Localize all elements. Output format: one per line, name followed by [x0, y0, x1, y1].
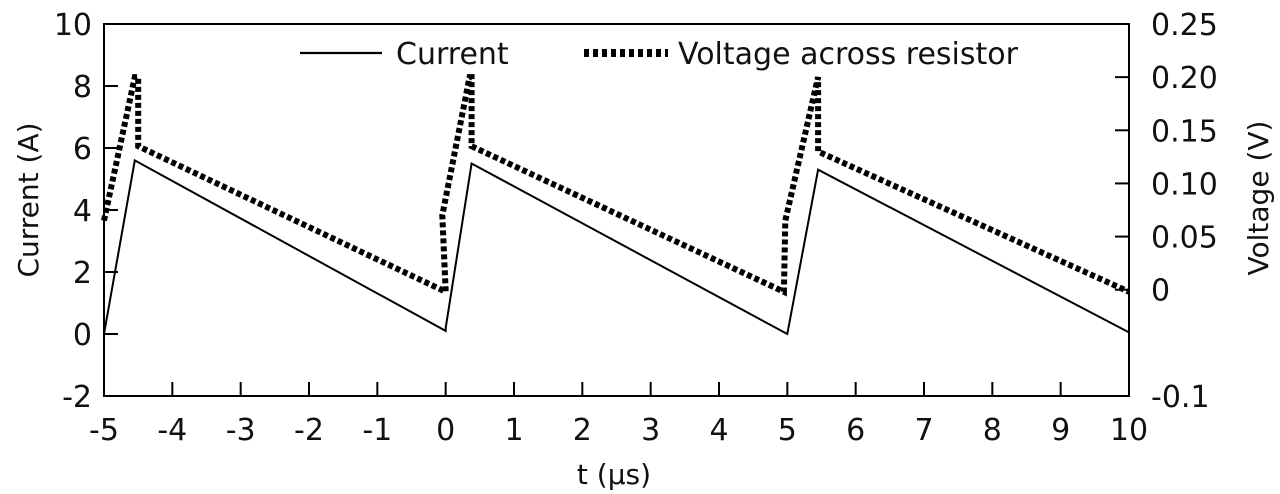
plot-frame: [103, 23, 1130, 397]
y-right-tick-label: 0.25: [1151, 8, 1218, 43]
y-left-tick-label: 4: [73, 194, 92, 229]
x-tick-label: -5: [89, 413, 119, 448]
y-left-tick-label: 8: [73, 70, 92, 105]
y-left-tick-label: 10: [54, 8, 92, 43]
x-axis-title: t (μs): [577, 458, 651, 491]
legend-label-voltage: Voltage across resistor: [678, 37, 1019, 72]
legend-label-current: Current: [396, 37, 509, 72]
x-tick-label: -4: [157, 413, 187, 448]
y-right-tick-label: 0.15: [1151, 114, 1218, 149]
y-axis-left-title: Current (A): [12, 122, 45, 277]
series-line-current: [103, 158, 1130, 336]
x-tick-label: 10: [1110, 413, 1148, 448]
y-right-tick-label: 0: [1151, 274, 1170, 309]
x-tick-label: 4: [709, 413, 728, 448]
y-left-tick-label: 0: [73, 318, 92, 353]
x-tick-label: 2: [573, 413, 592, 448]
x-tick-label: 6: [846, 413, 865, 448]
x-tick-label: 9: [1051, 413, 1070, 448]
x-tick-label: 3: [641, 413, 660, 448]
x-tick-label: 7: [914, 413, 933, 448]
x-tick-label: -3: [226, 413, 256, 448]
x-tick-label: -1: [362, 413, 392, 448]
y-right-tick-label: -0.1: [1151, 380, 1210, 415]
series-layer: [101, 74, 1131, 336]
y-axis-right-title: Voltage (V): [1242, 121, 1275, 276]
x-tick-label: 1: [504, 413, 523, 448]
series-line-voltage: [101, 74, 1131, 297]
legend: Current Voltage across resistor: [300, 37, 1019, 72]
axes-layer: -5 -4 -3 -2 -1 0 1 2 3 4 5 6 7 8 9 10-20246810-0.100.05…: [54, 8, 1218, 448]
y-left-tick-label: -2: [62, 380, 92, 415]
y-right-tick-label: 0.05: [1151, 221, 1218, 256]
y-left-tick-label: 2: [73, 256, 92, 291]
x-tick-label: 5: [778, 413, 797, 448]
x-tick-label: -2: [294, 413, 324, 448]
y-left-tick-label: 6: [73, 132, 92, 167]
y-right-tick-label: 0.10: [1151, 167, 1218, 202]
x-tick-label: 0: [436, 413, 455, 448]
y-right-tick-label: 0.20: [1151, 61, 1218, 96]
x-tick-label: 8: [983, 413, 1002, 448]
